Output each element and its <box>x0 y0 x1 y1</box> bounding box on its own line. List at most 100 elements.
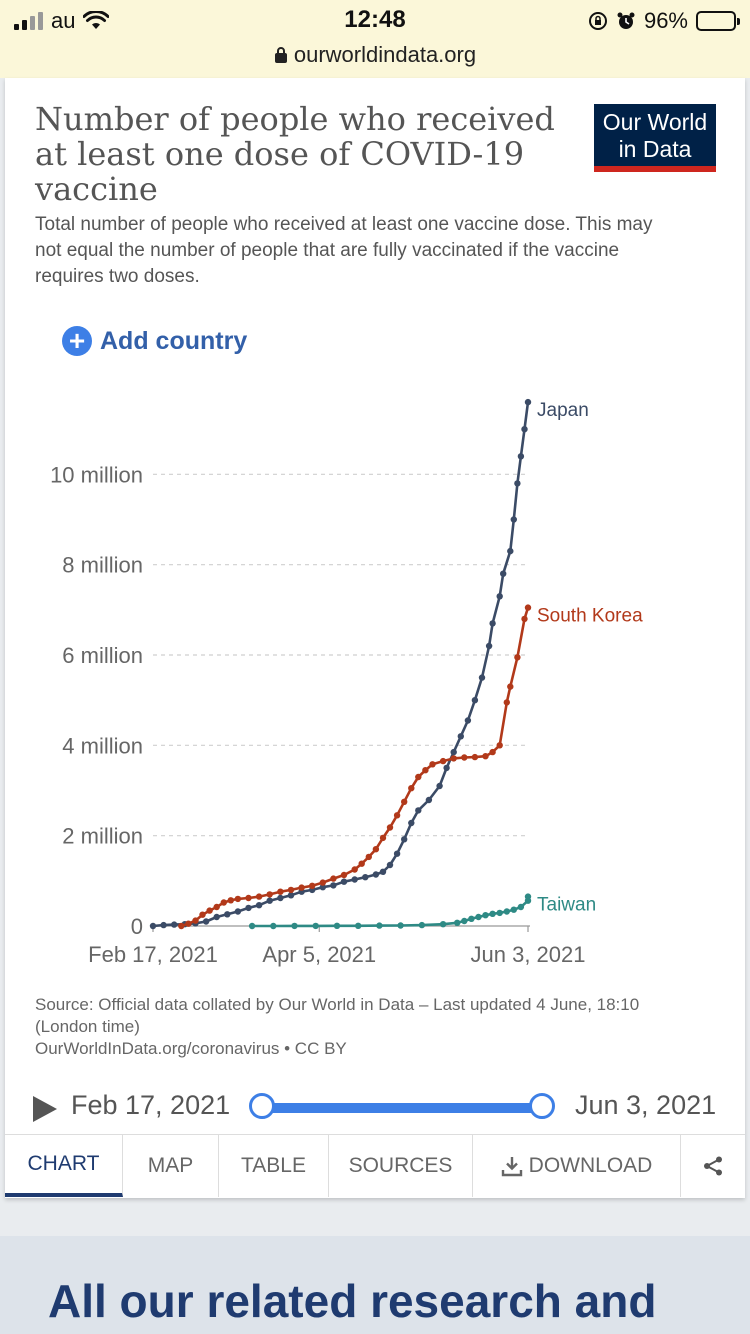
logo-line-2: in Data <box>618 136 692 162</box>
data-point-south-korea <box>277 888 284 895</box>
series-label-taiwan: Taiwan <box>537 895 596 916</box>
data-point-japan <box>425 796 433 804</box>
data-point-south-korea <box>206 907 213 914</box>
data-point-japan <box>149 922 157 930</box>
timeline-range-track[interactable] <box>262 1103 542 1113</box>
y-tick-label: 6 million <box>62 643 143 668</box>
data-point-japan <box>160 921 167 929</box>
data-point-south-korea <box>340 871 348 879</box>
data-point-taiwan <box>503 908 510 915</box>
tab-chart[interactable]: CHART <box>5 1135 123 1197</box>
data-point-taiwan <box>454 919 461 926</box>
chart-title: Number of people who received at least o… <box>35 100 555 208</box>
data-point-south-korea <box>429 761 436 768</box>
data-point-south-korea <box>358 860 365 867</box>
data-point-south-korea <box>309 882 316 889</box>
data-point-taiwan <box>468 915 475 922</box>
play-icon[interactable] <box>33 1096 57 1122</box>
plus-icon: + <box>62 326 92 356</box>
alarm-icon <box>617 12 635 29</box>
data-point-taiwan <box>376 922 383 929</box>
data-point-taiwan <box>461 917 468 925</box>
data-point-japan <box>202 918 210 925</box>
data-point-south-korea <box>401 798 408 805</box>
url-text: ourworldindata.org <box>293 42 477 67</box>
data-point-south-korea <box>393 812 401 819</box>
data-point-taiwan <box>517 903 525 911</box>
data-point-japan <box>489 620 496 627</box>
data-point-japan <box>464 717 472 724</box>
timeline-end-handle[interactable] <box>529 1093 555 1119</box>
data-point-japan <box>362 874 369 881</box>
data-point-japan <box>234 908 242 915</box>
data-point-taiwan <box>291 922 298 930</box>
share-icon <box>704 1156 722 1176</box>
line-chart: 0 2 million 4 million 6 million 8 million 10 … <box>50 398 643 967</box>
data-point-south-korea <box>471 753 479 761</box>
data-point-south-korea <box>220 899 227 906</box>
add-country-button[interactable]: + Add country <box>62 326 247 356</box>
series-label-south-korea: South Korea <box>537 606 643 627</box>
data-point-south-korea <box>507 683 514 690</box>
data-point-japan <box>401 836 408 843</box>
data-point-south-korea <box>351 866 358 873</box>
related-research-section: All our related research and <box>0 1236 750 1334</box>
data-point-japan <box>386 861 394 869</box>
tab-table[interactable]: TABLE <box>219 1135 329 1197</box>
data-point-taiwan <box>355 922 362 929</box>
carrier-group: au <box>14 8 110 34</box>
carrier-label: au <box>51 8 76 33</box>
x-tick-label: Apr 5, 2021 <box>262 942 376 967</box>
data-point-japan <box>224 911 231 918</box>
timeline: Feb 17, 2021 Jun 3, 2021 <box>5 1086 745 1130</box>
data-point-japan <box>277 894 284 902</box>
data-point-japan <box>436 782 443 790</box>
data-point-taiwan <box>397 922 404 929</box>
data-point-south-korea <box>266 891 273 898</box>
data-point-japan <box>372 871 380 878</box>
tab-download[interactable]: DOWNLOAD <box>473 1135 681 1197</box>
data-point-japan <box>450 748 457 756</box>
status-right: 96% <box>588 8 740 34</box>
source-note: Source: Official data collated by Our Wo… <box>35 994 695 1060</box>
data-point-japan <box>507 547 514 555</box>
url-bar[interactable]: ourworldindata.org <box>0 42 750 68</box>
rotation-lock-icon <box>588 12 607 30</box>
chart-card: Number of people who received at least o… <box>5 78 745 1198</box>
series-line-japan <box>152 401 530 928</box>
timeline-start-handle[interactable] <box>249 1093 275 1119</box>
data-point-japan <box>457 733 464 740</box>
tab-sources[interactable]: SOURCES <box>329 1135 473 1197</box>
data-point-taiwan <box>510 906 517 913</box>
share-button[interactable] <box>681 1135 745 1197</box>
data-point-japan <box>340 878 348 885</box>
x-tick-label: Jun 3, 2021 <box>471 942 586 967</box>
data-point-japan <box>415 807 422 814</box>
data-point-south-korea <box>521 615 528 623</box>
data-point-japan <box>478 674 486 681</box>
data-point-south-korea <box>178 922 185 930</box>
source-text: Source: Official data collated by Our Wo… <box>35 995 640 1036</box>
data-point-japan <box>496 593 503 600</box>
owid-logo[interactable]: Our World in Data <box>594 104 716 172</box>
data-point-taiwan <box>333 922 341 929</box>
tab-map[interactable]: MAP <box>123 1135 219 1197</box>
data-point-taiwan <box>496 909 503 917</box>
data-point-south-korea <box>234 895 242 903</box>
data-point-south-korea <box>489 748 496 756</box>
data-point-south-korea <box>450 755 457 762</box>
source-link[interactable]: OurWorldInData.org/coronavirus • CC BY <box>35 1039 347 1058</box>
data-point-taiwan <box>482 912 489 919</box>
data-point-taiwan <box>248 922 256 930</box>
data-point-south-korea <box>514 654 521 661</box>
data-point-japan <box>266 897 273 904</box>
add-country-label: Add country <box>100 326 248 355</box>
y-tick-label: 0 <box>131 914 143 939</box>
data-point-japan <box>330 882 337 889</box>
related-research-heading: All our related research and <box>48 1275 657 1327</box>
data-point-south-korea <box>372 846 380 853</box>
data-point-japan <box>514 480 521 487</box>
data-point-taiwan <box>524 893 532 900</box>
clock: 12:48 <box>344 6 406 33</box>
data-point-south-korea <box>422 767 429 774</box>
